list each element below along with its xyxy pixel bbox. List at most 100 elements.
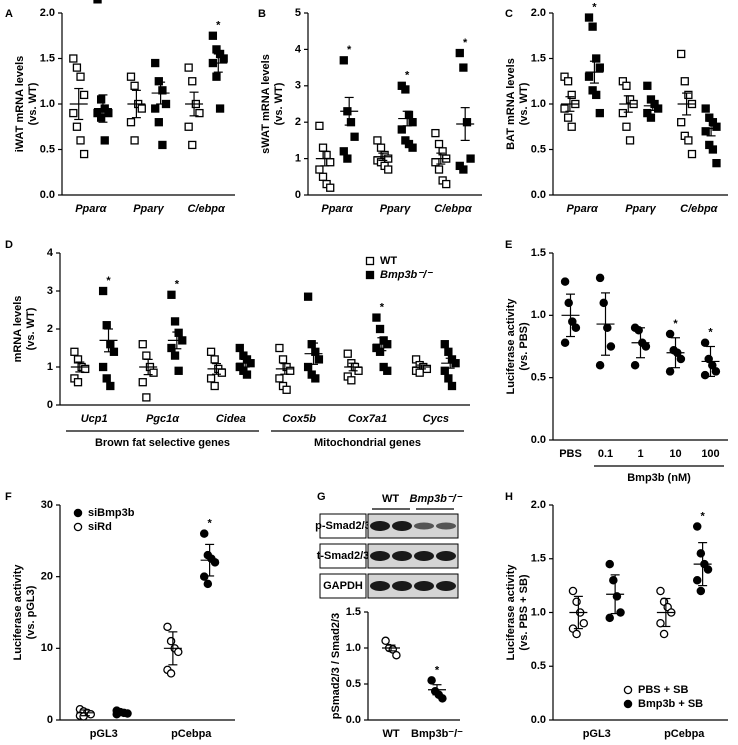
data-point (384, 165, 393, 174)
data-point (126, 72, 136, 81)
data-point (206, 347, 216, 356)
x-tick-label: 100 (701, 448, 719, 460)
y-axis-label: sWAT mRNA levels (260, 54, 272, 154)
x-tick-label: pGL3 (583, 728, 611, 740)
data-point (438, 147, 447, 156)
data-point (219, 54, 228, 63)
data-point (381, 636, 390, 646)
y-tick-label: 1.5 (531, 247, 546, 259)
data-point (315, 121, 324, 130)
significance-mark: * (380, 302, 385, 314)
panel-letter: A (5, 8, 13, 20)
data-point (408, 118, 417, 127)
data-point (680, 77, 689, 86)
significance-mark: * (175, 279, 180, 291)
data-point (444, 347, 453, 356)
data-point (676, 354, 686, 364)
data-point (701, 104, 710, 113)
data-point (603, 323, 612, 333)
data-point (170, 351, 180, 360)
y-tick-label: 10 (41, 642, 53, 654)
data-point (72, 122, 82, 131)
x-tick-label: Pparγ (133, 203, 164, 215)
y-tick-label: 1.0 (531, 309, 546, 321)
data-point (383, 366, 392, 375)
y-tick-label: 20 (41, 571, 53, 583)
data-point (79, 149, 89, 159)
data-point (584, 13, 594, 22)
y-tick-label: 0.0 (531, 434, 546, 446)
x-tick-label: PBS (559, 448, 582, 460)
x-tick-label: WT (382, 728, 399, 740)
blot-band (392, 521, 412, 531)
legend-label: Bmp3b + SB (638, 698, 703, 710)
data-point (618, 108, 627, 118)
data-point (347, 376, 356, 385)
data-point (79, 712, 88, 721)
y-axis-label: Luciferase activity (505, 564, 517, 661)
data-point (427, 676, 436, 685)
data-point (588, 22, 597, 31)
y-tick-label: 0 (295, 189, 301, 201)
blot-column-label: WT (382, 493, 399, 505)
data-point (677, 118, 686, 127)
data-point (149, 368, 158, 377)
data-point (151, 58, 160, 68)
data-point (567, 90, 576, 100)
data-point (438, 694, 447, 703)
data-point (170, 317, 180, 326)
y-tick-label: 3 (47, 285, 53, 297)
data-point (708, 145, 718, 154)
x-tick-label: pCebpa (664, 728, 705, 740)
data-point (560, 277, 570, 286)
x-tick-label: Pparγ (625, 203, 656, 215)
data-point (687, 149, 697, 159)
data-point (203, 579, 213, 589)
y-tick-label: 4 (295, 43, 302, 55)
y-tick-label: 0 (47, 714, 53, 726)
data-point (677, 49, 686, 59)
data-point (72, 63, 82, 72)
data-point (431, 158, 440, 167)
data-point (350, 132, 359, 141)
y-tick-label: 1.0 (346, 642, 361, 654)
y-axis-label: Luciferase activity (12, 564, 24, 661)
data-point (404, 110, 414, 120)
data-point (375, 347, 385, 356)
blot-label-box (319, 543, 367, 569)
data-point (605, 559, 614, 569)
data-point (106, 381, 115, 391)
legend-label: PBS + SB (638, 684, 688, 696)
y-tick-label: 1 (47, 361, 53, 373)
data-point (376, 143, 386, 152)
data-point (70, 347, 79, 356)
legend-marker (73, 508, 83, 518)
data-point (447, 381, 457, 391)
data-point (235, 343, 244, 353)
y-tick-label: 0.0 (531, 189, 546, 201)
data-point (599, 298, 608, 308)
data-point (397, 125, 406, 134)
y-axis-label: pSmad2/3 / Smad2/3 (330, 613, 342, 719)
y-axis-sublabel: (vs. PBS) (518, 322, 530, 371)
data-point (692, 522, 702, 531)
data-point (154, 77, 163, 86)
data-point (572, 597, 581, 607)
data-point (322, 150, 331, 160)
data-point (339, 147, 348, 156)
y-tick-label: 0.5 (531, 372, 546, 384)
significance-mark: * (673, 318, 678, 330)
data-point (106, 340, 115, 349)
data-point (307, 340, 316, 349)
y-tick-label: 30 (41, 499, 53, 511)
data-point (343, 154, 352, 163)
x-tick-label: 1 (637, 448, 643, 460)
y-axis-label: iWAT mRNA levels (14, 56, 26, 153)
data-point (392, 650, 401, 660)
data-point (656, 619, 665, 628)
legend-marker (623, 685, 633, 695)
significance-mark: * (463, 37, 468, 49)
group-label: Brown fat selective genes (95, 437, 230, 449)
data-point (174, 328, 183, 337)
y-tick-label: 0.0 (531, 714, 546, 726)
